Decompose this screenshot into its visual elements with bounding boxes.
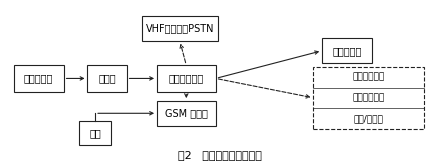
Bar	[142, 16, 218, 41]
Bar	[79, 121, 111, 145]
Text: 雨量、温度计: 雨量、温度计	[353, 73, 385, 82]
Text: 墒情遥测终端: 墒情遥测终端	[169, 73, 204, 83]
Bar	[157, 101, 216, 126]
Text: GSM 通讯机: GSM 通讯机	[165, 108, 208, 118]
Bar	[322, 38, 372, 63]
Bar	[14, 65, 64, 92]
Bar	[157, 65, 216, 92]
Bar	[88, 65, 127, 92]
Text: 天线: 天线	[89, 128, 101, 138]
Text: 墒情传感器: 墒情传感器	[332, 46, 362, 56]
Text: VHF、卫星或PSTN: VHF、卫星或PSTN	[146, 23, 214, 33]
Text: 蒸发、气压计: 蒸发、气压计	[353, 93, 385, 102]
Text: 太阳能电池: 太阳能电池	[24, 73, 53, 83]
Text: 蓄电池: 蓄电池	[98, 73, 116, 83]
Text: 风速/风向计: 风速/风向计	[354, 114, 384, 123]
Text: 图2   墒情遥测站组成框图: 图2 墒情遥测站组成框图	[178, 150, 262, 160]
Bar	[313, 67, 424, 129]
